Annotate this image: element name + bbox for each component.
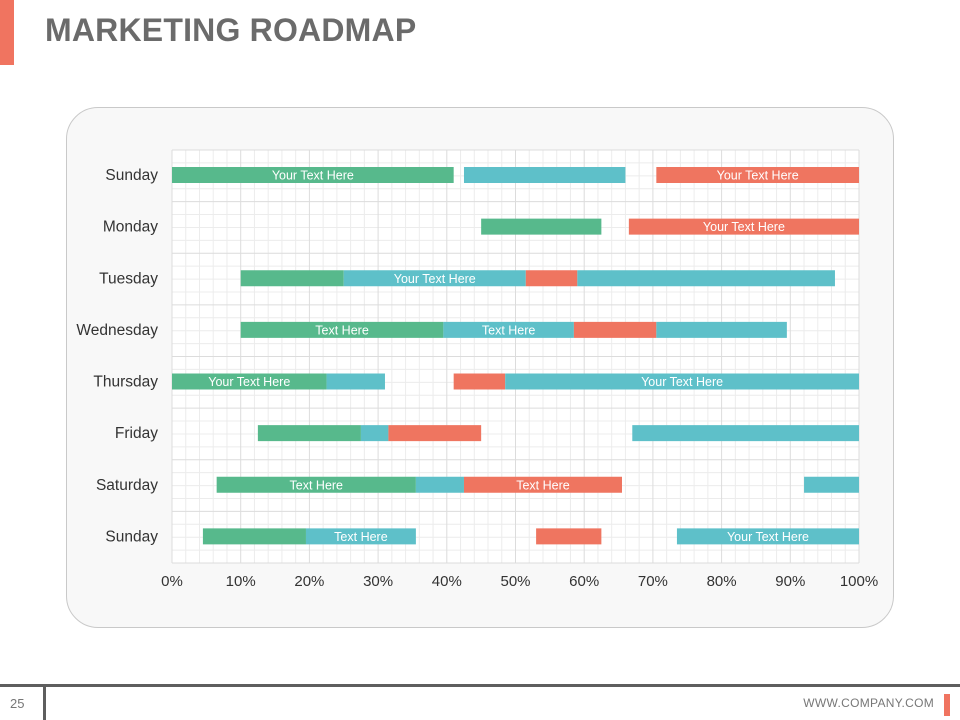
x-tick-label: 90% [775, 573, 805, 590]
bar-segment-teal [632, 425, 859, 442]
company-url: WWW.COMPANY.COM [803, 696, 934, 710]
x-tick-label: 70% [638, 573, 668, 590]
footer-divider [0, 684, 960, 687]
bar-segment-label: Your Text Here [394, 272, 476, 286]
bar-segment-label: Text Here [315, 323, 369, 337]
bar-segment-label: Text Here [334, 530, 388, 544]
y-category-label: Saturday [96, 477, 158, 494]
bar-segment-teal [804, 476, 859, 493]
bar-segment-green [216, 476, 416, 493]
bar-segment-label: Your Text Here [272, 169, 354, 183]
y-category-label: Friday [115, 425, 158, 442]
bar-segment-label: Text Here [482, 323, 536, 337]
x-tick-label: 60% [569, 573, 599, 590]
bar-segment-green [240, 321, 444, 338]
bar-segment-teal [676, 528, 859, 545]
title-accent-bar [0, 0, 14, 65]
bar-segment-teal [656, 321, 787, 338]
footer-page-divider [43, 684, 46, 720]
footer-accent-bar [944, 694, 950, 716]
bar-segment-teal [415, 476, 464, 493]
page-title: MARKETING ROADMAP [45, 12, 417, 48]
bar-segment-label: Text Here [516, 478, 570, 492]
y-category-label: Tuesday [99, 270, 158, 287]
bar-segment-label: Your Text Here [727, 530, 809, 544]
bar-segment-teal [326, 373, 385, 390]
y-category-label: Sunday [105, 528, 158, 545]
bar-segment-teal [463, 167, 626, 183]
bar-segment-label: Your Text Here [717, 169, 799, 183]
page-number: 25 [10, 696, 25, 711]
x-tick-label: 20% [294, 573, 324, 590]
bar-segment-label: Your Text Here [641, 375, 723, 389]
y-category-label: Wednesday [76, 322, 158, 339]
y-category-label: Sunday [105, 167, 158, 184]
bar-segment-green [257, 425, 361, 442]
bar-segment-label: Your Text Here [703, 220, 785, 234]
x-tick-label: 80% [707, 573, 737, 590]
x-tick-label: 0% [161, 573, 183, 590]
bar-segment-coral [573, 321, 657, 338]
bar-segment-coral [453, 373, 506, 390]
bar-segment-coral [525, 270, 578, 287]
x-tick-label: 100% [840, 573, 878, 590]
bar-segment-coral [656, 167, 859, 183]
bar-segment-label: Text Here [290, 478, 344, 492]
bar-segment-coral [463, 476, 622, 493]
bar-segment-teal [305, 528, 416, 545]
bar-segment-green [240, 270, 344, 287]
bar-segment-label: Your Text Here [208, 375, 290, 389]
y-category-label: Thursday [93, 374, 158, 391]
y-category-label: Monday [103, 219, 158, 236]
bar-segment-coral [388, 425, 482, 442]
bar-segment-green [202, 528, 306, 545]
bar-segment-green [481, 218, 602, 235]
bar-segment-teal [577, 270, 835, 287]
bar-segment-teal [360, 425, 389, 442]
x-tick-label: 50% [500, 573, 530, 590]
bar-segment-teal [505, 373, 859, 390]
bar-segment-coral [536, 528, 602, 545]
bar-segment-teal [343, 270, 526, 287]
bar-segment-green [172, 373, 327, 390]
bar-segment-green [172, 167, 454, 183]
x-tick-label: 30% [363, 573, 393, 590]
bar-segment-teal [443, 321, 574, 338]
x-tick-label: 40% [432, 573, 462, 590]
x-tick-label: 10% [226, 573, 256, 590]
bar-segment-coral [628, 218, 859, 235]
